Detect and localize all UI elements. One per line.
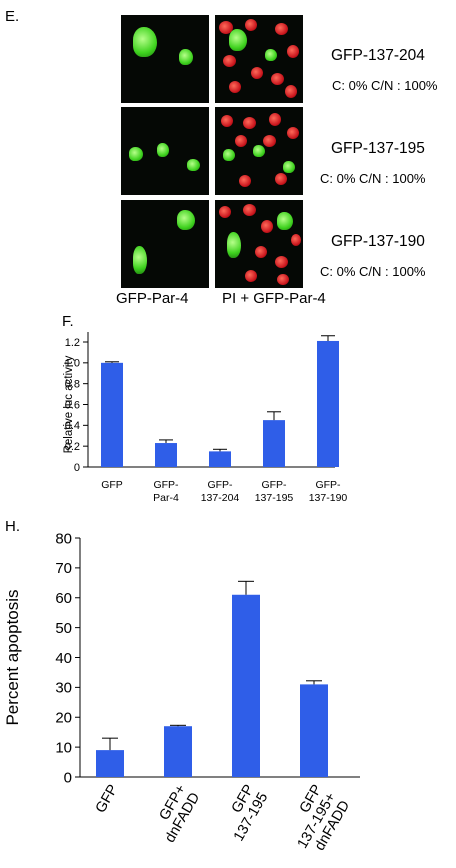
micrograph-gfp-137-195-green [121, 107, 209, 195]
x-category-label: GFP [93, 782, 122, 816]
y-tick-label: 0.8 [65, 379, 80, 391]
micrograph-gfp-137-204-merge [215, 15, 303, 103]
localization-label: C: 0% C/N : 100% [320, 264, 426, 279]
column-label-merge: PI + GFP-Par-4 [222, 290, 326, 307]
column-label-gfp: GFP-Par-4 [116, 290, 189, 307]
y-tick-label: 50 [55, 620, 72, 637]
micrograph-gfp-137-204-green [121, 15, 209, 103]
y-axis-label: Relative luc activity [63, 355, 75, 453]
localization-label: C: 0% C/N : 100% [332, 78, 438, 93]
bar [96, 750, 124, 777]
construct-label: GFP-137-195 [331, 140, 425, 157]
construct-label: GFP-137-190 [331, 233, 425, 250]
x-category-label: GFP- [315, 479, 341, 491]
x-category-label: 137-190 [309, 492, 348, 504]
x-category-label-group: GFP [93, 782, 122, 816]
y-tick-label: 60 [55, 590, 72, 607]
bar [263, 420, 285, 467]
y-tick-label: 20 [55, 710, 72, 727]
y-tick-label: 0.4 [65, 420, 80, 432]
bar [155, 443, 177, 467]
chart-h-percent-apoptosis: H. 0 10 20 30 40 50 60 70 80 Percent apoptosis GFP G… [3, 520, 360, 853]
y-tick-label: 10 [55, 739, 72, 756]
panel-letter: H. [5, 520, 20, 535]
micrograph-gfp-137-195-merge [215, 107, 303, 195]
y-tick-label: 0.6 [65, 399, 80, 411]
panel-letter: F. [62, 313, 74, 330]
construct-label: GFP-137-204 [331, 47, 425, 64]
x-category-label: GFP [101, 479, 123, 491]
x-category-label: 137-204 [201, 492, 240, 504]
panel-e-letter: E. [5, 8, 20, 25]
bar [164, 726, 192, 777]
x-category-label: GFP- [261, 479, 287, 491]
y-axis-label: Percent apoptosis [3, 589, 22, 725]
y-tick-label: 80 [55, 530, 72, 547]
y-tick-label: 0 [64, 769, 72, 786]
micrograph-gfp-137-190-merge [215, 200, 303, 288]
y-tick-label: 1.0 [65, 358, 80, 370]
y-tick-label: 40 [55, 650, 72, 667]
y-tick-label: 0.2 [65, 441, 80, 453]
bar [300, 684, 328, 777]
bar [317, 340, 339, 467]
x-category-label-group: GFP+dnFADD [156, 782, 203, 845]
chart-f-relative-luc-activity: F. 0 0.2 0.4 0.6 0.8 1.0 1.2 Relative luc activi… [62, 313, 348, 504]
y-tick-label: 30 [55, 680, 72, 697]
x-category-label: GFP- [153, 479, 179, 491]
y-tick-label: 0 [74, 462, 80, 474]
bar [101, 362, 123, 467]
y-tick-label: 70 [55, 560, 72, 577]
bar [209, 451, 231, 467]
bar [232, 594, 260, 777]
y-tick-label: 1.2 [65, 337, 80, 349]
x-category-label: 137-195 [255, 492, 294, 504]
micrograph-gfp-137-190-green [121, 200, 209, 288]
x-category-label: Par-4 [153, 492, 179, 504]
localization-label: C: 0% C/N : 100% [320, 171, 426, 186]
x-category-label: GFP- [207, 479, 233, 491]
